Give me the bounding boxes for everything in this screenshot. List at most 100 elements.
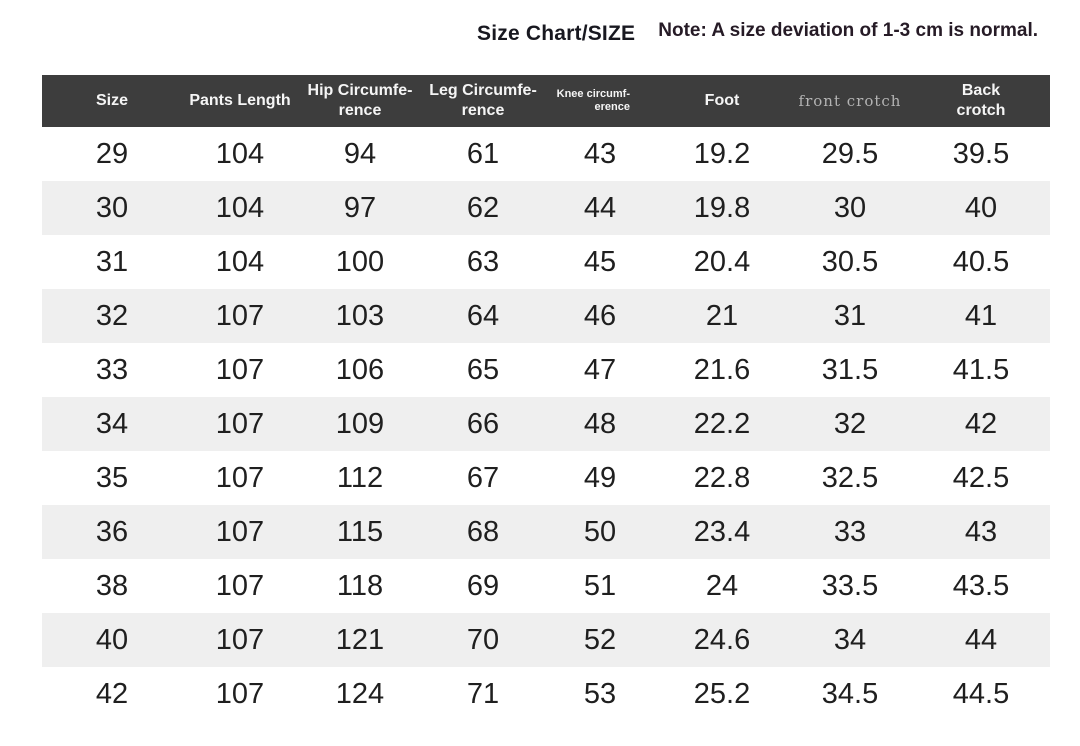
table-cell: 69 — [466, 569, 500, 602]
column-header-label: Back — [961, 82, 1001, 100]
column-header-label: Size — [95, 92, 128, 110]
table-cell: 46 — [583, 299, 617, 332]
table-cell: 67 — [466, 461, 500, 494]
table-cell: 42.5 — [952, 461, 1010, 494]
column-header-label-line2: erence — [594, 101, 630, 113]
column-header-label: Pants Length — [189, 92, 291, 110]
table-cell: 50 — [583, 515, 617, 548]
table-cell: 70 — [466, 623, 500, 656]
column-header-size: Size — [42, 75, 182, 127]
table-cell: 41.5 — [952, 353, 1010, 386]
table-cell: 44 — [964, 623, 998, 656]
table-cell: 43 — [964, 515, 998, 548]
table-cell: 40.5 — [952, 245, 1010, 278]
table-cell: 64 — [466, 299, 500, 332]
table-cell: 94 — [343, 137, 377, 170]
column-header-back-crotch: Back crotch — [912, 75, 1050, 127]
table-cell: 44.5 — [952, 677, 1010, 710]
table-cell: 107 — [215, 299, 265, 332]
column-header-label: Leg Circumfe- — [429, 82, 537, 100]
table-cell: 63 — [466, 245, 500, 278]
table-cell: 100 — [335, 245, 385, 278]
table-row: 40 107 121 70 52 24.6 34 44 — [42, 613, 1050, 667]
table-row: 42 107 124 71 53 25.2 34.5 44.5 — [42, 667, 1050, 721]
table-cell: 21.6 — [693, 353, 751, 386]
table-cell: 34 — [95, 407, 129, 440]
table-cell: 62 — [466, 191, 500, 224]
table-cell: 33 — [833, 515, 867, 548]
table-cell: 66 — [466, 407, 500, 440]
table-cell: 21 — [705, 299, 739, 332]
table-cell: 107 — [215, 407, 265, 440]
table-row: 35 107 112 67 49 22.8 32.5 42.5 — [42, 451, 1050, 505]
table-cell: 97 — [343, 191, 377, 224]
table-cell: 32 — [95, 299, 129, 332]
column-header-pants-length: Pants Length — [182, 75, 298, 127]
table-cell: 32.5 — [821, 461, 879, 494]
table-cell: 19.2 — [693, 137, 751, 170]
size-table: Size Pants Length Hip Circumfe-rence Leg Ci… — [42, 75, 1050, 721]
table-cell: 107 — [215, 353, 265, 386]
table-cell: 36 — [95, 515, 129, 548]
table-cell: 52 — [583, 623, 617, 656]
table-cell: 68 — [466, 515, 500, 548]
table-cell: 24 — [705, 569, 739, 602]
table-cell: 104 — [215, 245, 265, 278]
column-header-label: Hip Circumfe- — [307, 82, 413, 100]
table-cell: 65 — [466, 353, 500, 386]
table-row: 33 107 106 65 47 21.6 31.5 41.5 — [42, 343, 1050, 397]
table-row: 36 107 115 68 50 23.4 33 43 — [42, 505, 1050, 559]
table-cell: 43.5 — [952, 569, 1010, 602]
table-cell: 47 — [583, 353, 617, 386]
table-row: 30 104 97 62 44 19.8 30 40 — [42, 181, 1050, 235]
table-header-row: Size Pants Length Hip Circumfe-rence Leg Ci… — [42, 75, 1050, 127]
table-cell: 29.5 — [821, 137, 879, 170]
table-cell: 31 — [833, 299, 867, 332]
table-cell: 51 — [583, 569, 617, 602]
table-row: 31 104 100 63 45 20.4 30.5 40.5 — [42, 235, 1050, 289]
table-cell: 31 — [95, 245, 129, 278]
table-cell: 20.4 — [693, 245, 751, 278]
table-cell: 103 — [335, 299, 385, 332]
table-row: 38 107 118 69 51 24 33.5 43.5 — [42, 559, 1050, 613]
column-header-label-line2: rence — [461, 102, 505, 119]
table-cell: 22.2 — [693, 407, 751, 440]
column-header-leg-circumference: Leg Circumfe-rence — [422, 75, 544, 127]
table-cell: 71 — [466, 677, 500, 710]
column-header-knee-circumference: Knee circumf-erence — [544, 75, 656, 127]
column-header-label-line2: crotch — [956, 102, 1006, 119]
table-cell: 33.5 — [821, 569, 879, 602]
table-row: 34 107 109 66 48 22.2 32 42 — [42, 397, 1050, 451]
table-cell: 112 — [336, 461, 384, 494]
table-row: 29 104 94 61 43 19.2 29.5 39.5 — [42, 127, 1050, 181]
table-body: 29 104 94 61 43 19.2 29.5 39.5 30 104 97 62 44 19.8 30… — [42, 127, 1050, 721]
table-cell: 107 — [215, 461, 265, 494]
table-cell: 30 — [833, 191, 867, 224]
column-header-front-crotch: front crotch — [788, 75, 912, 127]
table-cell: 104 — [215, 191, 265, 224]
table-cell: 34.5 — [821, 677, 879, 710]
table-cell: 25.2 — [693, 677, 751, 710]
table-cell: 42 — [95, 677, 129, 710]
column-header-foot: Foot — [656, 75, 788, 127]
table-cell: 104 — [215, 137, 265, 170]
table-cell: 107 — [215, 515, 265, 548]
column-header-label: Knee circumf- — [556, 87, 630, 100]
note-text: Note: A size deviation of 1-3 cm is norm… — [658, 20, 1038, 41]
table-cell: 35 — [95, 461, 129, 494]
column-header-hip-circumference: Hip Circumfe-rence — [298, 75, 422, 127]
table-cell: 107 — [215, 569, 265, 602]
table-cell: 39.5 — [952, 137, 1010, 170]
table-cell: 106 — [335, 353, 385, 386]
table-row: 32 107 103 64 46 21 31 41 — [42, 289, 1050, 343]
table-cell: 61 — [466, 137, 500, 170]
table-cell: 33 — [95, 353, 129, 386]
column-header-label-line2: rence — [338, 102, 382, 119]
page-title: Size Chart/SIZE — [477, 22, 636, 45]
table-cell: 124 — [335, 677, 385, 710]
table-cell: 38 — [95, 569, 129, 602]
table-cell: 53 — [583, 677, 617, 710]
table-cell: 32 — [833, 407, 867, 440]
table-cell: 30.5 — [821, 245, 879, 278]
